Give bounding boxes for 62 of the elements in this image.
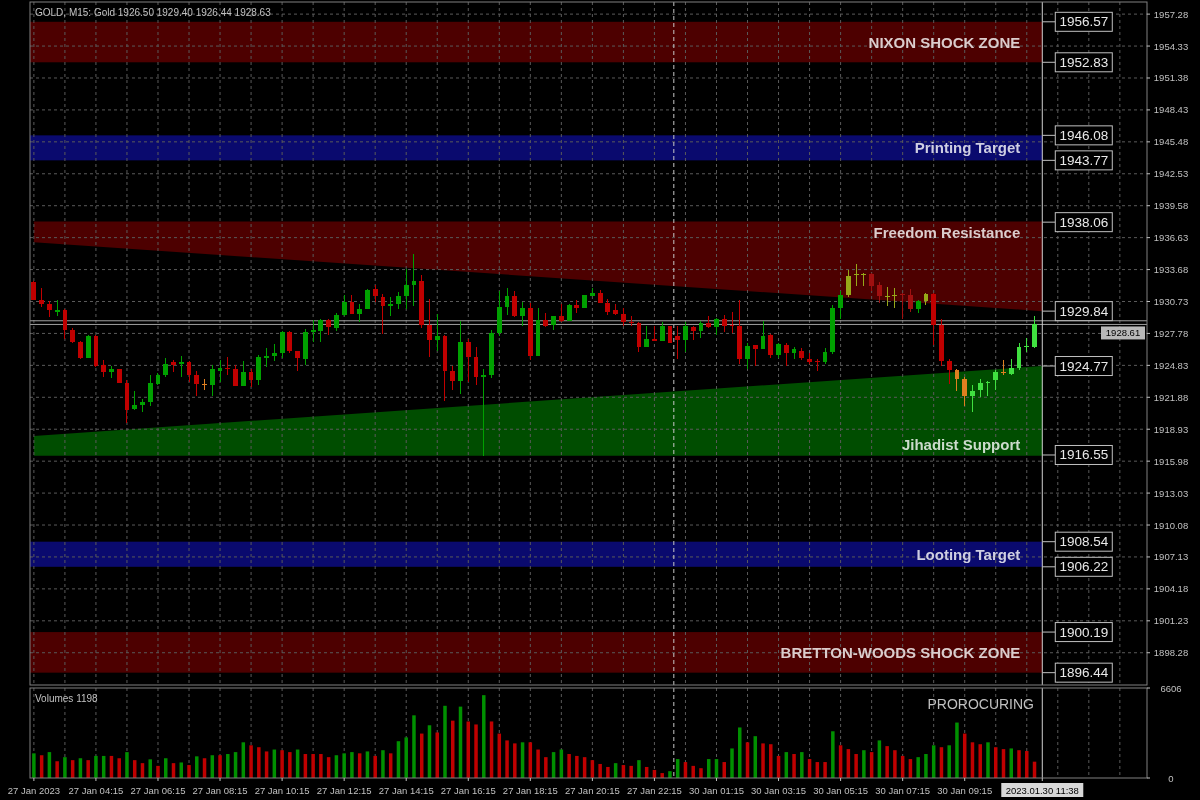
y-tick-label: 1933.68 [1153,264,1189,276]
y-tick-label: 1957.28 [1153,8,1189,20]
y-tick-label: 1942.53 [1153,168,1189,180]
band-label: Looting Target [916,545,1021,563]
y-tick-label: 1910.08 [1153,519,1189,531]
annotation: 1916.55 [1059,447,1109,463]
x-tick-label: 30 Jan 09:15 [937,784,993,796]
annotation: 1952.83 [1059,54,1109,70]
x-tick-label: 30 Jan 03:15 [751,784,807,796]
y-tick-label: 1954.33 [1153,40,1189,52]
x-tick-label: 30 Jan 01:15 [689,784,744,796]
chart-title: GOLD, M15: Gold 1926.50 1929.40 1926.44 1928.63 [35,6,272,18]
y-tick-label: 0 [1168,772,1174,784]
annotation: 1946.08 [1059,127,1109,143]
x-tick-label: 2023.01.30 11:38 [1005,784,1079,796]
x-tick-label: 27 Jan 04:15 [68,784,124,796]
x-tick-label: 30 Jan 07:15 [875,784,931,796]
x-tick-label: 27 Jan 08:15 [192,784,248,796]
y-tick-label: 1951.38 [1153,72,1189,84]
y-tick-label: 1921.88 [1153,391,1189,403]
y-tick-label: 1907.13 [1153,551,1189,563]
y-tick-label: 1904.18 [1153,583,1189,595]
y-tick-label: 1915.98 [1153,455,1189,467]
annotation: 1924.77 [1059,358,1109,374]
x-tick-label: 27 Jan 18:15 [502,784,558,796]
y-tick-label: 1913.03 [1153,487,1189,499]
y-tick-label: 1939.58 [1153,200,1189,212]
y-tick-label: 1936.63 [1153,232,1189,244]
x-tick-label: 27 Jan 12:15 [316,784,372,796]
x-tick-label: 27 Jan 22:15 [626,784,682,796]
y-tick-label: 1901.23 [1153,615,1189,627]
chart-title: Volumes 1198 [35,692,99,704]
x-tick-label: 27 Jan 2023 [7,784,61,796]
y-tick-label: 6606 [1160,682,1182,694]
annotation: 1938.06 [1059,214,1109,230]
y-tick-label: 1930.73 [1153,296,1189,307]
annotation: 1906.22 [1059,559,1109,575]
annotation: PROROCURING [927,696,1034,712]
x-tick-label: 27 Jan 14:15 [378,784,434,796]
x-tick-label: 27 Jan 20:15 [564,784,620,796]
y-tick-label: 1927.78 [1153,327,1189,339]
ref-line-label: 1928.61 [1105,327,1141,339]
band-label: BRETTON-WOODS SHOCK ZONE [780,643,1021,661]
annotation: 1956.57 [1059,14,1109,30]
y-tick-label: 1924.83 [1153,359,1189,371]
series-label: Freedom Resistance [873,223,1021,241]
y-tick-label: 1898.28 [1153,647,1189,659]
series-label: Jihadist Support [901,436,1021,454]
y-tick-label: 1945.48 [1153,136,1189,148]
annotation: 1908.54 [1059,534,1109,550]
x-tick-label: 27 Jan 10:15 [254,784,310,796]
band-label: Printing Target [914,139,1021,157]
annotation: 1929.84 [1059,303,1109,319]
annotation: 1896.44 [1059,665,1109,681]
annotation: 1943.77 [1059,152,1109,168]
annotation: 1900.19 [1059,624,1109,640]
band-label: NIXON SHOCK ZONE [868,33,1021,51]
y-tick-label: 1948.43 [1153,104,1189,116]
y-tick-label: 1918.93 [1153,423,1189,435]
x-tick-label: 27 Jan 06:15 [130,784,186,796]
x-tick-label: 27 Jan 16:15 [440,784,496,796]
x-tick-label: 30 Jan 05:15 [813,784,869,796]
